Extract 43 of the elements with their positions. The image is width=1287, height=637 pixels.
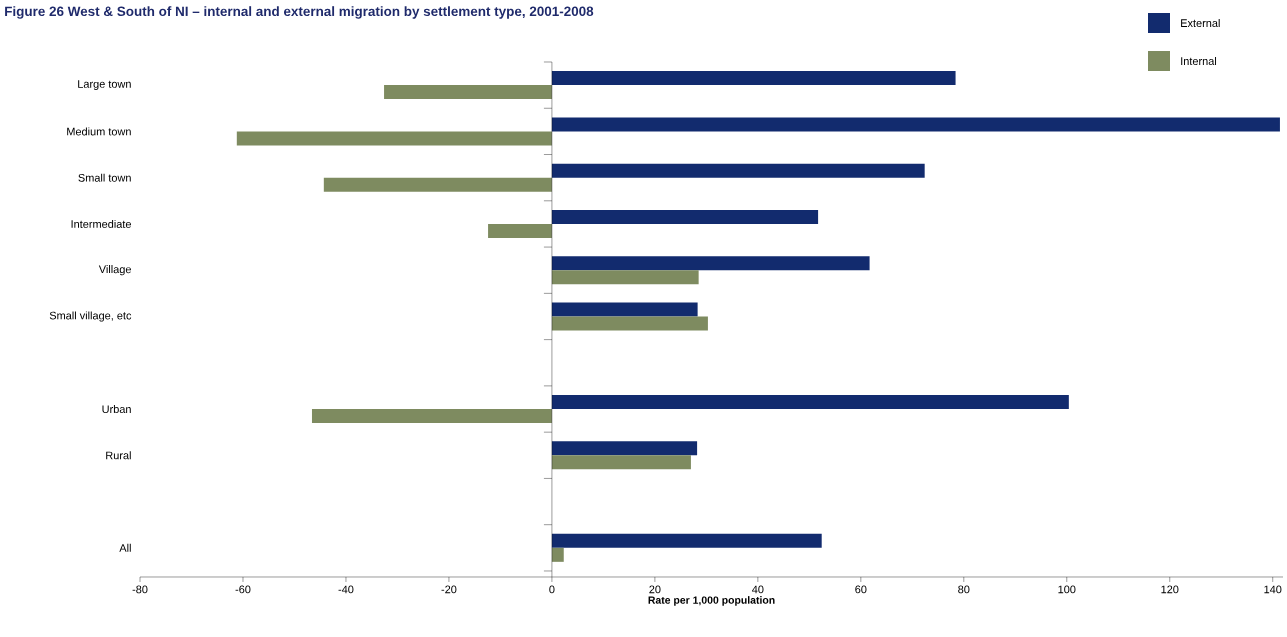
y-tick-label: Village — [98, 265, 131, 276]
y-tick-label: Large town — [78, 80, 131, 91]
bar — [551, 316, 708, 331]
y-tick-label: Medium town — [67, 127, 131, 136]
x-tick-label: -40 — [338, 585, 354, 594]
chart-title: Figure 26 West & South of NI – internal and external migration by settlement type, 2001-2008 — [5, 6, 594, 19]
x-tick-label: 80 — [958, 585, 970, 594]
x-axis-title: Rate per 1,000 population — [648, 596, 775, 606]
y-tick-label: Small village, etc — [49, 311, 132, 322]
x-tick-label: -60 — [235, 585, 251, 594]
x-tick-label: 0 — [549, 585, 555, 594]
bar — [323, 177, 552, 192]
bar — [551, 71, 956, 86]
bar — [551, 395, 1069, 410]
x-tick-label: 60 — [855, 585, 867, 594]
bar — [551, 455, 691, 470]
bar — [551, 209, 819, 224]
y-tick-label: All — [119, 543, 131, 552]
x-tick-label: 120 — [1161, 585, 1179, 594]
bar — [551, 256, 870, 271]
bar — [551, 533, 822, 548]
y-tick-label: Urban — [102, 405, 131, 414]
y-tick-label: Small town — [78, 173, 131, 182]
x-tick-label: -20 — [441, 585, 457, 594]
bar — [311, 409, 552, 424]
bar — [551, 163, 925, 178]
legend-label: External — [1181, 18, 1220, 28]
y-tick-label: Rural — [106, 451, 131, 460]
x-tick-label: 20 — [649, 585, 661, 594]
x-tick-label: 40 — [752, 585, 764, 594]
bar — [236, 131, 552, 146]
y-tick-label: Intermediate — [71, 219, 131, 228]
bar — [384, 85, 552, 100]
x-tick-label: 100 — [1058, 585, 1076, 594]
bar — [551, 270, 699, 285]
legend-label: Internal — [1181, 56, 1217, 66]
bar — [551, 117, 1280, 132]
x-tick-label: -80 — [132, 585, 148, 594]
bar — [551, 547, 564, 562]
x-tick-label: 140 — [1264, 585, 1282, 594]
bar — [488, 223, 552, 238]
bar — [551, 302, 698, 317]
bar — [551, 441, 698, 456]
